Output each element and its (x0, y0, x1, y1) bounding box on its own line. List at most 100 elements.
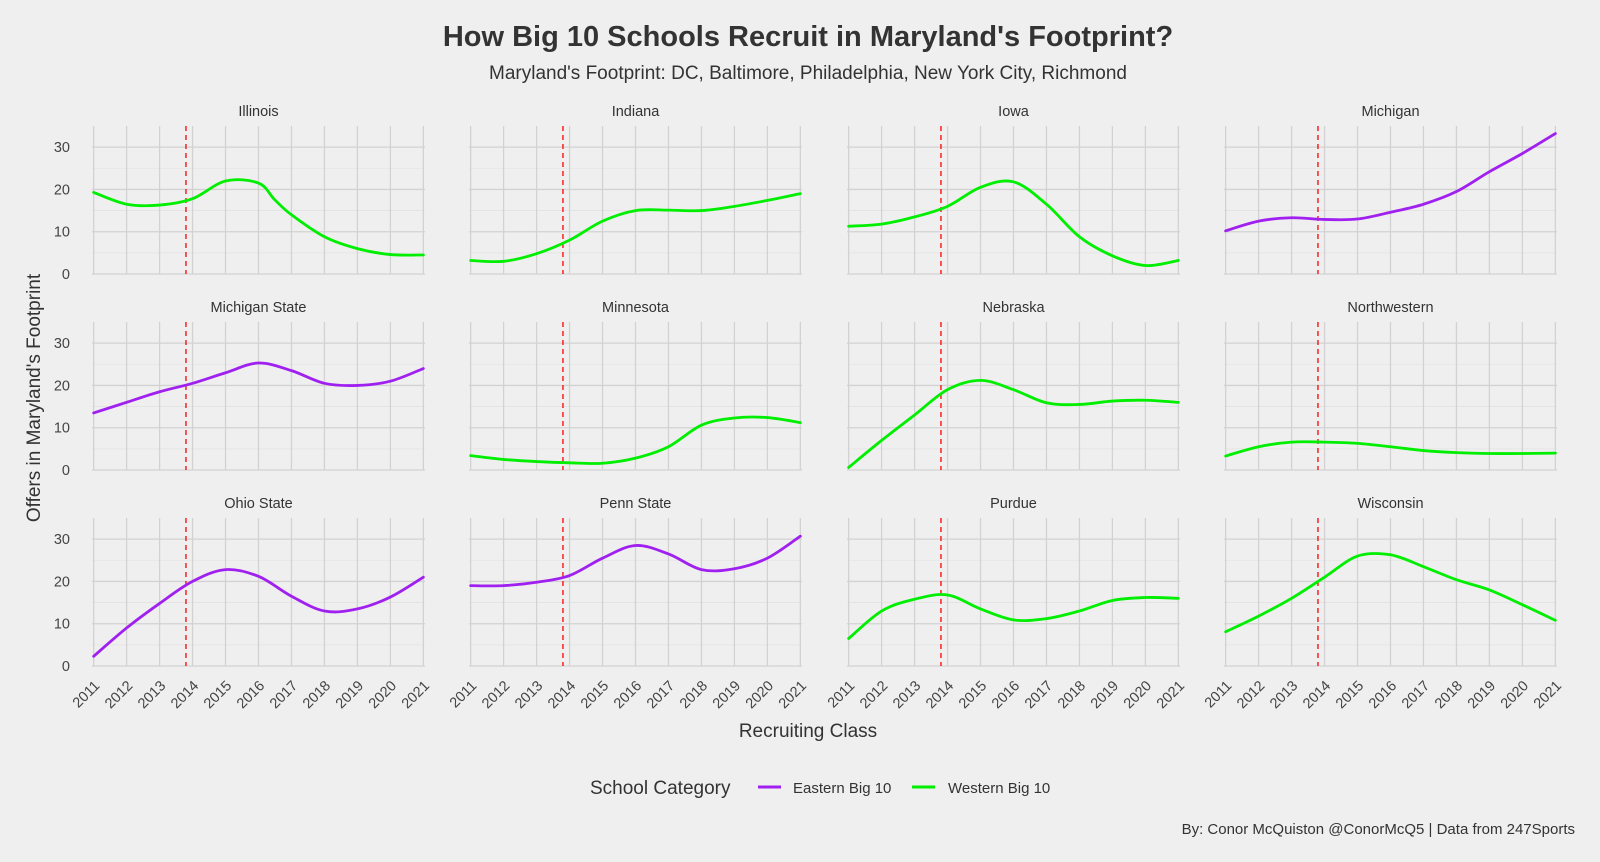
y-tick-label: 30 (54, 336, 70, 352)
y-tick-label: 20 (54, 378, 70, 394)
x-tick-label: 2020 (1121, 678, 1155, 712)
x-tick-label: 2019 (1088, 678, 1122, 712)
x-tick-label: 2015 (1333, 678, 1367, 712)
series-line-ohio-state (92, 568, 425, 658)
series-line-wisconsin (1224, 551, 1557, 634)
x-tick-label: 2012 (479, 678, 513, 712)
x-tick-label: 2021 (1531, 678, 1565, 712)
x-tick-label: 2015 (578, 678, 612, 712)
x-tick-label: 2012 (1234, 678, 1268, 712)
panel-title: Michigan State (211, 300, 307, 316)
x-tick-label: 2011 (825, 678, 858, 711)
y-tick-label: 0 (62, 659, 70, 675)
series-line-illinois (92, 178, 425, 257)
series-line-minnesota (469, 415, 802, 465)
y-tick-label: 30 (54, 140, 70, 156)
x-tick-label: 2017 (267, 678, 301, 712)
panel-title: Indiana (612, 104, 661, 120)
series-line-northwestern (1224, 440, 1557, 458)
x-tick-label: 2015 (201, 678, 235, 712)
panel-michigan: Michigan (1224, 104, 1557, 275)
series-line-penn-state (469, 534, 802, 588)
x-axis-label: Recruiting Class (739, 721, 877, 742)
panel-title: Ohio State (224, 496, 293, 512)
x-tick-label: 2014 (1300, 678, 1334, 712)
x-tick-label: 2012 (102, 678, 136, 712)
panel-nebraska: Nebraska (847, 300, 1180, 471)
x-tick-label: 2019 (1465, 678, 1499, 712)
chart-title: How Big 10 Schools Recruit in Maryland's… (443, 21, 1173, 53)
panel-title: Nebraska (982, 300, 1045, 316)
legend-label-western: Western Big 10 (948, 780, 1050, 797)
x-tick-label: 2021 (1154, 678, 1188, 712)
legend-label-eastern: Eastern Big 10 (793, 780, 891, 797)
panel-purdue: Purdue2011201220132014201520162017201820… (825, 496, 1188, 712)
x-tick-label: 2017 (644, 678, 678, 712)
panel-title: Illinois (238, 104, 278, 120)
x-tick-label: 2016 (1366, 678, 1400, 712)
x-tick-label: 2011 (1202, 678, 1235, 711)
series-line-michigan (1224, 132, 1557, 233)
panel-title: Penn State (600, 496, 672, 512)
panel-indiana: Indiana (469, 104, 802, 275)
series-line-nebraska (847, 378, 1180, 469)
x-tick-label: 2018 (1432, 678, 1466, 712)
y-tick-label: 10 (54, 421, 70, 437)
panel-title: Iowa (998, 104, 1030, 120)
panel-iowa: Iowa (847, 104, 1180, 275)
x-tick-label: 2020 (1498, 678, 1532, 712)
x-tick-label: 2013 (512, 678, 546, 712)
series-line-indiana (469, 192, 802, 264)
x-tick-label: 2014 (168, 678, 202, 712)
panel-northwestern: Northwestern (1224, 300, 1557, 471)
panel-title: Purdue (990, 496, 1037, 512)
y-tick-label: 10 (54, 225, 70, 241)
x-tick-label: 2019 (333, 678, 367, 712)
x-tick-label: 2011 (447, 678, 480, 711)
panel-minnesota: Minnesota (469, 300, 802, 471)
x-tick-label: 2017 (1399, 678, 1433, 712)
series-line-iowa (847, 179, 1180, 267)
panel-illinois: Illinois 0 10 20 30 (54, 104, 425, 283)
series-line-michigan-state (92, 361, 425, 415)
legend: School Category Eastern Big 10 Western B… (590, 778, 1050, 799)
y-tick-label: 0 (62, 463, 70, 479)
x-tick-label: 2021 (399, 678, 433, 712)
panel-penn-state: Penn State201120122013201420152016201720… (447, 496, 810, 712)
legend-title: School Category (590, 778, 731, 799)
x-tick-label: 2015 (956, 678, 990, 712)
x-tick-label: 2020 (366, 678, 400, 712)
facet-panels: Illinois 0 10 20 30 Indiana Iowa Michigan Michig… (54, 104, 1565, 712)
y-axis-label: Offers in Maryland's Footprint (24, 273, 45, 522)
y-tick-label: 30 (54, 532, 70, 548)
x-tick-label: 2013 (135, 678, 169, 712)
y-tick-label: 10 (54, 617, 70, 633)
panel-ohio-state: Ohio State010203020112012201320142015201… (54, 496, 433, 712)
x-tick-label: 2016 (989, 678, 1023, 712)
y-tick-label: 0 (62, 267, 70, 283)
x-tick-label: 2020 (743, 678, 777, 712)
panel-wisconsin: Wisconsin2011201220132014201520162017201… (1202, 496, 1565, 712)
x-tick-label: 2014 (923, 678, 957, 712)
x-tick-label: 2016 (234, 678, 268, 712)
y-tick-label: 20 (54, 182, 70, 198)
chart-subtitle: Maryland's Footprint: DC, Baltimore, Phi… (489, 63, 1127, 84)
x-tick-label: 2016 (611, 678, 645, 712)
x-tick-label: 2017 (1022, 678, 1056, 712)
y-tick-label: 20 (54, 574, 70, 590)
panel-title: Minnesota (602, 300, 670, 316)
panel-title: Northwestern (1347, 300, 1433, 316)
x-tick-label: 2011 (70, 678, 103, 711)
x-tick-label: 2018 (677, 678, 711, 712)
x-tick-label: 2021 (776, 678, 810, 712)
panel-title: Michigan (1361, 104, 1419, 120)
panel-title: Wisconsin (1357, 496, 1423, 512)
x-tick-label: 2019 (710, 678, 744, 712)
caption: By: Conor McQuiston @ConorMcQ5 | Data fr… (1182, 821, 1575, 838)
panel-michigan-state: Michigan State 0 10 20 30 (54, 300, 425, 479)
x-tick-label: 2018 (1055, 678, 1089, 712)
x-tick-label: 2014 (545, 678, 579, 712)
x-tick-label: 2012 (857, 678, 891, 712)
series-line-purdue (847, 593, 1180, 640)
